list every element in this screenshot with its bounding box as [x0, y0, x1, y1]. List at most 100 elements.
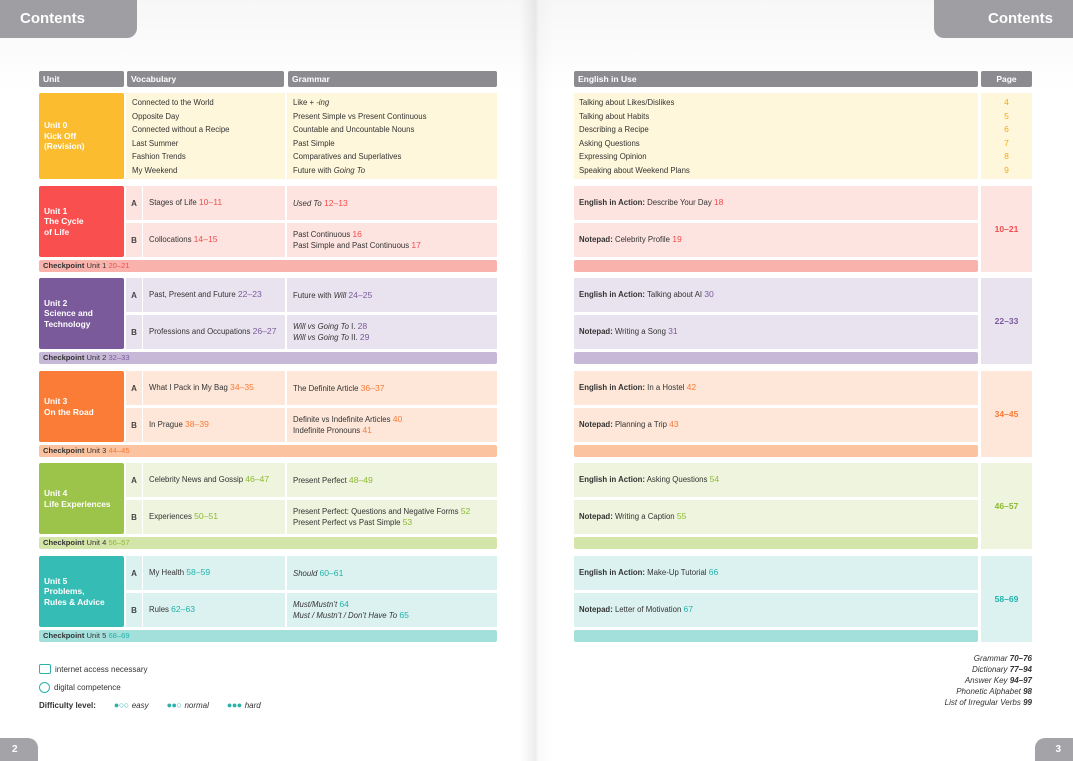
grammar-cell: Will vs Going To I. 28 Will vs Going To I…	[287, 315, 497, 349]
lesson-letter: A	[126, 556, 142, 590]
lesson-letter: A	[126, 186, 142, 220]
vocab-cell: Celebrity News and Gossip 46–47	[143, 463, 285, 497]
page-ref: 16	[352, 229, 362, 239]
activity-text: Letter of Motivation	[614, 605, 682, 615]
monitor-icon	[39, 664, 51, 674]
vocab-cell: My Health 58–59	[143, 556, 285, 590]
vocab-text: Experiences	[149, 512, 192, 522]
english-in-use-entry: English in Action: In a Hostel 42	[579, 381, 696, 395]
grammar-line: Indefinite Pronouns 41	[293, 425, 402, 436]
grammar-entry: Should 60–61	[293, 568, 343, 579]
english-in-use-cell: English in Action: Talking about AI 30	[574, 278, 978, 312]
english-in-use-cell: English in Action: Make-Up Tutorial 66	[574, 556, 978, 590]
page-ref: 55	[676, 511, 687, 522]
unit-title-line: Unit 5	[44, 575, 68, 586]
checkpoint-text: Unit 4	[86, 538, 107, 547]
grammar-line: Should 60–61	[293, 568, 343, 579]
checkpoint-bar: Checkpoint Unit 2 32–33	[39, 352, 497, 364]
difficulty-easy-icon: ●○○	[113, 700, 129, 710]
grammar-text: Used To	[293, 198, 322, 208]
grammar-line: Definite vs Indefinite Articles 40	[293, 414, 402, 425]
back-matter-item: List of Irregular Verbs 99	[944, 698, 1032, 707]
checkpoint-bar-right	[574, 445, 978, 457]
unit-box: Unit 3 On the Road	[39, 371, 124, 442]
page-ref: 58–59	[186, 567, 211, 578]
page-number: 7	[1004, 137, 1009, 148]
english-in-use-entry: English in Action: Talking about AI 30	[579, 288, 714, 302]
grammar-text: Present Perfect	[293, 475, 347, 485]
grammar-entry: Present Perfect: Questions and Negative …	[293, 506, 470, 528]
difficulty-hard-icon: ●●●	[226, 700, 242, 710]
activity-label: Notepad:	[579, 605, 613, 615]
vocab-cell: Collocations 14–15	[143, 223, 285, 257]
unit-title-line: Life Experiences	[44, 498, 111, 509]
activity-label: Notepad:	[579, 235, 613, 245]
english-in-use-entry: Notepad: Celebrity Profile 19	[579, 233, 682, 247]
activity-text: Planning a Trip	[614, 420, 667, 430]
page-ref: 42	[686, 382, 697, 393]
grammar-entry: Future with Will 24–25	[293, 290, 372, 301]
lesson-letter: B	[126, 593, 142, 627]
checkpoint-bar: Checkpoint Unit 3 44–45	[39, 445, 497, 457]
list-item: My Weekend	[132, 165, 178, 175]
english-in-use-cell: Notepad: Writing a Caption 55	[574, 500, 978, 534]
grammar-text: II.	[348, 333, 358, 342]
english-in-use-cell: Notepad: Celebrity Profile 19	[574, 223, 978, 257]
page-ref: 65	[399, 610, 409, 620]
activity-text: Writing a Song	[614, 327, 666, 337]
page-number: 4	[1004, 97, 1009, 107]
vocab-entry: What I Pack in My Bag 34–35	[149, 381, 254, 395]
grammar-text: Must/Mustn’t	[293, 600, 338, 609]
grammar-cell: Present Perfect: Questions and Negative …	[287, 500, 497, 534]
grammar-cell: Future with Will 24–25	[287, 278, 497, 312]
page-ref: 46–47	[245, 474, 270, 485]
unit-page-range: 46–57	[981, 463, 1032, 549]
checkpoint-bar-right	[574, 630, 978, 642]
vocab-entry: My Health 58–59	[149, 566, 210, 580]
checkpoint-text: Unit 2	[86, 353, 107, 362]
page-ref: 28	[357, 321, 368, 331]
vocab-entry: Experiences 50–51	[149, 510, 218, 524]
page-ref: 30	[704, 289, 714, 300]
page-number: 9	[1004, 164, 1009, 175]
page-ref: 60–61	[319, 567, 344, 578]
page-number: 5	[1004, 110, 1009, 121]
grammar-line: Present Perfect vs Past Simple 53	[293, 517, 470, 528]
vocab-text: In Prague	[149, 420, 183, 430]
grammar-text-italic: Going To	[333, 165, 366, 175]
legend-digital-text: digital competence	[54, 683, 121, 692]
english-in-use-entry: Notepad: Letter of Motivation 67	[579, 603, 693, 617]
checkpoint-bar-right	[574, 260, 978, 272]
page-ref: 22–23	[237, 289, 262, 300]
grammar-entry: Must/Mustn’t 64 Must / Mustn’t / Don’t Ha…	[293, 599, 409, 621]
list-item: Connected to the World	[132, 98, 214, 107]
checkpoint-bar: Checkpoint Unit 4 56–57	[39, 537, 497, 549]
page-ref: 14–15	[193, 234, 218, 245]
english-in-use-entry: Notepad: Planning a Trip 43	[579, 418, 679, 432]
list-item: Talking about Habits	[579, 111, 650, 121]
unit-title-line: On the Road	[44, 406, 94, 417]
list-item: Comparatives and Superlatives	[293, 152, 402, 162]
back-matter-item: Dictionary 77–94	[971, 665, 1032, 674]
vocab-cell: Professions and Occupations 26–27	[143, 315, 285, 349]
page-ref: 48–49	[348, 474, 373, 485]
unit-box: Unit 1 The Cycle of Life	[39, 186, 124, 257]
vocab-text: Past, Present and Future	[149, 290, 236, 300]
list-item: Expressing Opinion	[579, 152, 647, 162]
activity-label: Notepad:	[579, 512, 613, 522]
column-header-english-in-use: English in Use	[574, 71, 978, 87]
vocab-cell: Rules 62–63	[143, 593, 285, 627]
checkpoint-label: Checkpoint	[43, 261, 85, 270]
grammar-text: Should	[293, 568, 318, 578]
grammar-entry: Used To 12–13	[293, 198, 348, 209]
grammar-entry: The Definite Article 36–37	[293, 383, 385, 394]
activity-label: Notepad:	[579, 420, 613, 430]
checkpoint-bar-right	[574, 537, 978, 549]
unit-title-line: Unit 4	[44, 488, 68, 498]
unit0-grammar: Like + -ing Present Simple vs Present Co…	[287, 93, 497, 179]
page-ref: 29	[359, 332, 370, 342]
vocab-cell: What I Pack in My Bag 34–35	[143, 371, 285, 405]
list-item: Last Summer	[132, 138, 179, 148]
left-page: Contents 2 Unit Vocabulary Grammar Unit …	[0, 0, 536, 761]
grammar-cell: Should 60–61	[287, 556, 497, 590]
